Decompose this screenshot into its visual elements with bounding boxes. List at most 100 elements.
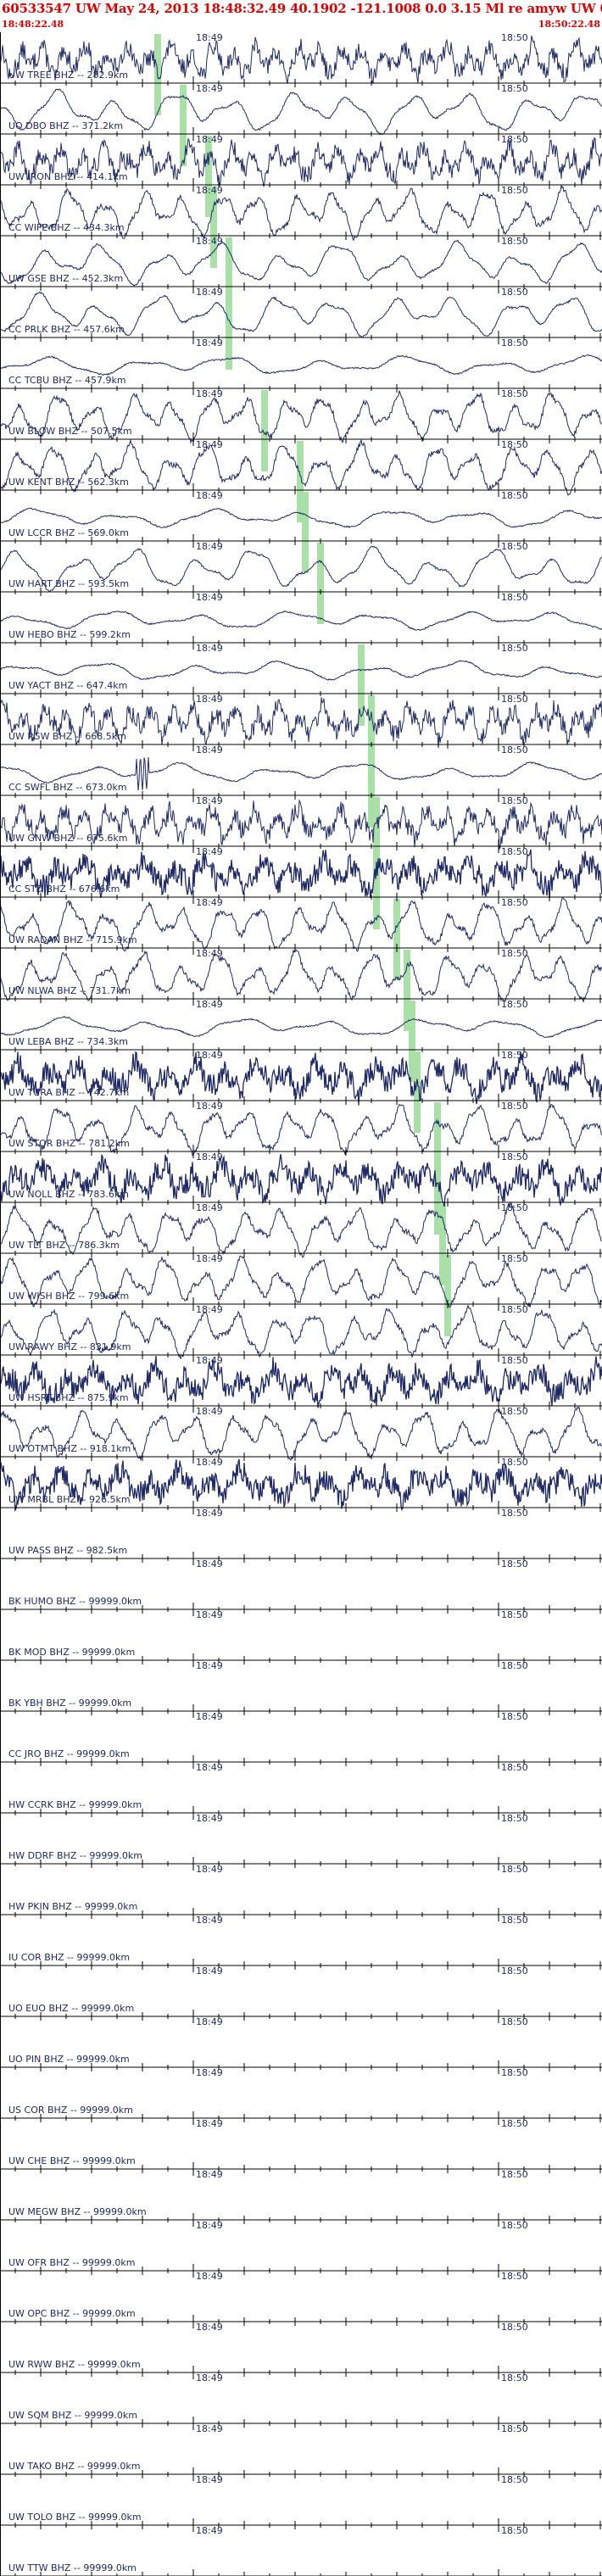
waveform-line	[0, 1458, 602, 1513]
seismogram-header: 60533547 UW May 24, 2013 18:48:32.49 40.…	[0, 0, 602, 34]
phase-pick-marker	[434, 1102, 441, 1184]
time-tick-label: 18:49	[196, 1304, 223, 1315]
station-label: UW OPC BHZ -- 99999.0km	[8, 2308, 136, 2319]
station-label: UO DBO BHZ -- 371.2km	[8, 120, 123, 131]
station-trace-row: 18:49 18:50 UO PIN BHZ -- 99999.0km	[0, 2016, 602, 2074]
time-tick-label: 18:49	[196, 2067, 223, 2078]
time-tick-label: 18:50	[501, 541, 528, 552]
station-label: UW TURA BHZ -- 742.7km	[8, 1087, 129, 1098]
phase-pick-marker	[261, 390, 268, 471]
station-trace-row: 18:49 18:50 US COR BHZ -- 99999.0km	[0, 2067, 602, 2125]
time-tick-label: 18:50	[501, 337, 528, 348]
time-tick-label: 18:50	[501, 948, 528, 959]
time-tick-label: 18:50	[501, 388, 528, 399]
phase-pick-marker	[439, 1204, 446, 1285]
time-tick-label: 18:50	[501, 1915, 528, 1926]
station-trace-row: 18:49 18:50 UW HEBO BHZ -- 599.2km	[0, 592, 602, 650]
time-tick-label: 18:50	[501, 490, 528, 501]
waveform-line	[0, 1153, 602, 1207]
time-tick-label: 18:50	[501, 1813, 528, 1824]
waveform-line	[0, 849, 602, 899]
time-tick-label: 18:49	[196, 999, 223, 1010]
time-tick-label: 18:49	[196, 439, 223, 450]
time-tick-label: 18:49	[196, 1202, 223, 1213]
time-tick-label: 18:50	[501, 185, 528, 196]
time-tick-label: 18:50	[501, 1609, 528, 1620]
time-tick-label: 18:49	[196, 846, 223, 857]
station-label: HW CCRK BHZ -- 99999.0km	[8, 1799, 142, 1810]
time-tick-label: 18:50	[501, 1355, 528, 1366]
station-trace-row: 18:49 18:50 UW STOR BHZ -- 781.2km	[0, 1101, 602, 1158]
time-tick-label: 18:49	[196, 337, 223, 348]
waveform-line	[0, 1051, 602, 1106]
time-tick-label: 18:50	[501, 2271, 528, 2282]
station-trace-row: 18:49 18:50 UW TREE BHZ -- 282.9km	[0, 32, 602, 90]
time-tick-label: 18:49	[196, 388, 223, 399]
station-trace-row: 18:49 18:50 HW DDRF BHZ -- 99999.0km	[0, 1813, 602, 1871]
window-start-time: 18:48:22.48	[2, 19, 64, 30]
time-tick-label: 18:50	[501, 1762, 528, 1773]
window-end-time: 18:50:22.48	[538, 19, 600, 30]
phase-pick-marker	[414, 1051, 421, 1133]
station-label: CC WIFE BHZ -- 434.3km	[8, 222, 125, 233]
station-trace-row: 18:49 18:50 UW TAKO BHZ -- 99999.0km	[0, 2423, 602, 2481]
station-trace-row: 18:49 18:50 BK YBH BHZ -- 99999.0km	[0, 1660, 602, 1718]
phase-pick-marker	[210, 187, 217, 268]
station-label: UW WISH BHZ -- 799.6km	[8, 1291, 129, 1302]
waveform-line	[0, 610, 602, 632]
station-label: UW RADAN BHZ -- 715.9km	[8, 934, 137, 945]
station-label: HW PKIN BHZ -- 99999.0km	[8, 1901, 137, 1912]
station-label: UW TLT BHZ -- 786.3km	[8, 1240, 120, 1251]
station-trace-row: 18:49 18:50 UW CHE BHZ -- 99999.0km	[0, 2118, 602, 2176]
waveform-line	[0, 1304, 602, 1359]
time-tick-label: 18:49	[196, 185, 223, 196]
time-tick-label: 18:50	[501, 1965, 528, 1977]
time-tick-label: 18:50	[501, 694, 528, 705]
phase-pick-marker	[226, 288, 232, 370]
station-label: UW IRON BHZ -- 414.1km	[8, 171, 128, 182]
time-tick-label: 18:49	[196, 2271, 223, 2282]
time-tick-label: 18:49	[196, 1915, 223, 1926]
time-tick-label: 18:49	[196, 1864, 223, 1875]
time-tick-label: 18:49	[196, 287, 223, 298]
waveform-line	[0, 697, 602, 749]
waveform-line	[0, 291, 602, 338]
time-tick-label: 18:50	[501, 795, 528, 806]
station-label: UW HSRT BHZ -- 875.9km	[8, 1392, 129, 1403]
time-tick-label: 18:50	[501, 1558, 528, 1570]
station-trace-row: 18:49 18:50 HW CCRK BHZ -- 99999.0km	[0, 1762, 602, 1820]
phase-pick-marker	[444, 1255, 451, 1336]
time-tick-label: 18:50	[501, 999, 528, 1010]
time-tick-label: 18:49	[196, 694, 223, 705]
station-trace-row: 18:49 18:50 UW TURA BHZ -- 742.7km	[0, 1050, 602, 1107]
station-label: BK MOD BHZ -- 99999.0km	[8, 1647, 135, 1658]
station-trace-row: 18:49 18:50 CC TCBU BHZ -- 457.9km	[0, 337, 602, 395]
station-label: UW YACT BHZ -- 647.4km	[8, 680, 127, 691]
station-trace-row: 18:49 18:50 UW OPC BHZ -- 99999.0km	[0, 2271, 602, 2328]
station-label: UW LEBA BHZ -- 734.3km	[8, 1036, 128, 1047]
station-label: UW PASS BHZ -- 982.5km	[8, 1545, 127, 1556]
time-tick-label: 18:50	[501, 439, 528, 450]
waveform-line	[0, 354, 602, 376]
event-title: 60533547 UW May 24, 2013 18:48:32.49 40.…	[2, 1, 602, 16]
waveform-line	[0, 185, 602, 242]
station-label: CC JRO BHZ -- 99999.0km	[8, 1748, 130, 1759]
time-tick-label: 18:50	[501, 2474, 528, 2485]
time-tick-label: 18:50	[501, 2016, 528, 2027]
station-trace-row: 18:49 18:50 BK HUMO BHZ -- 99999.0km	[0, 1558, 602, 1616]
station-label: UW HEBO BHZ -- 599.2km	[8, 629, 131, 640]
time-tick-label: 18:50	[501, 1253, 528, 1264]
time-tick-label: 18:50	[501, 1406, 528, 1417]
time-tick-label: 18:50	[501, 1202, 528, 1213]
station-label: UW GSE BHZ -- 452.3km	[8, 273, 123, 284]
station-trace-row: 18:49 18:50 UW OFR BHZ -- 99999.0km	[0, 2220, 602, 2278]
station-label: CC STD BHZ -- 676.6km	[8, 884, 120, 895]
waveform-line	[0, 507, 602, 529]
station-label: CC PRLK BHZ -- 457.6km	[8, 324, 125, 335]
time-tick-label: 18:50	[501, 2118, 528, 2129]
station-trace-row: 18:49 18:50 UW BLOW BHZ -- 507.5km	[0, 388, 602, 446]
time-tick-label: 18:50	[501, 1101, 528, 1112]
waveform-line	[0, 390, 602, 444]
time-tick-label: 18:50	[501, 1660, 528, 1671]
